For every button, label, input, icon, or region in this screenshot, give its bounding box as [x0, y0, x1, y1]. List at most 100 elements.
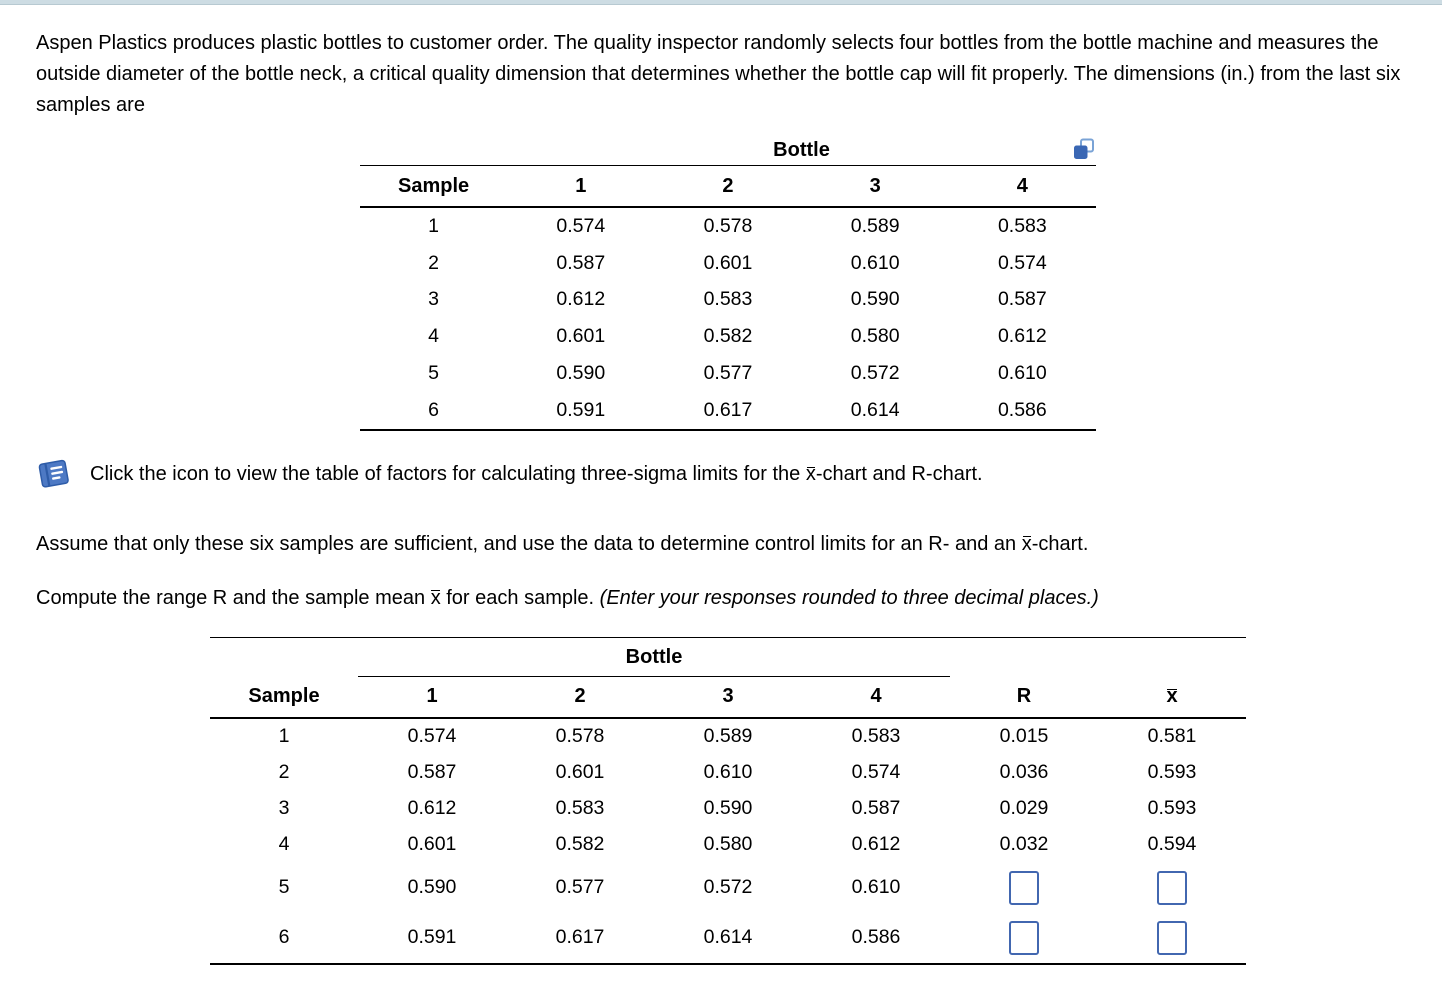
table-rule [358, 675, 950, 677]
column-header-bottle-4: 4 [870, 685, 882, 708]
value-cell: 0.601 [556, 325, 606, 348]
column-header-bottle-4: 4 [1016, 174, 1028, 197]
sample-number: 4 [428, 325, 440, 348]
value-cell: 0.574 [851, 761, 901, 784]
value-cell: 0.586 [997, 398, 1047, 421]
value-cell: 0.612 [851, 833, 901, 856]
value-cell: 0.587 [407, 761, 457, 784]
answers-table-group-row: Bottle [210, 638, 1246, 676]
value-cell: 0.617 [703, 398, 753, 421]
value-cell: 0.583 [997, 214, 1047, 237]
table-rule [360, 428, 1096, 431]
copy-icon [1074, 138, 1094, 159]
column-header-bottle-3: 3 [869, 174, 881, 197]
value-cell: 0.578 [703, 214, 753, 237]
answers-table-body: 1 0.574 0.578 0.589 0.583 0.015 0.581 2 0.587 0.6… [210, 719, 1246, 963]
value-cell: 0.614 [703, 926, 753, 949]
column-header-xbar: x [1098, 677, 1246, 717]
value-cell: 0.580 [850, 325, 900, 348]
value-cell: 0.610 [703, 761, 753, 784]
r-input-sample-6[interactable] [1009, 920, 1039, 955]
sample-number: 1 [278, 725, 290, 748]
problem-statement: Aspen Plastics produces plastic bottles … [36, 32, 1401, 116]
column-header-bottle-3: 3 [722, 685, 734, 708]
value-cell: 0.583 [851, 725, 901, 748]
xbar-symbol: x [805, 463, 816, 486]
assume-text-post: -chart. [1031, 532, 1089, 555]
sample-number: 5 [278, 876, 290, 899]
answer-cell [1098, 913, 1246, 963]
value-cell: 0.612 [556, 288, 606, 311]
value-cell: 0.587 [997, 288, 1047, 311]
table-rule [360, 206, 1096, 208]
value-cell: 0.572 [850, 362, 900, 385]
value-cell: 0.029 [999, 797, 1049, 820]
value-cell: 0.614 [850, 398, 900, 421]
sample-number: 4 [278, 833, 290, 856]
value-cell: 0.610 [851, 876, 901, 899]
table-rule [210, 962, 1246, 965]
column-header-bottle-1: 1 [426, 685, 438, 708]
table-rule [360, 165, 1096, 166]
sample-number: 3 [278, 797, 290, 820]
value-cell: 0.586 [851, 926, 901, 949]
r-input-sample-5[interactable] [1009, 870, 1039, 905]
sample-number: 6 [278, 926, 290, 949]
value-cell: 0.601 [407, 833, 457, 856]
sample-number: 2 [278, 761, 290, 784]
dimensions-table-header-row: Sample 1 2 3 4 [360, 166, 1096, 206]
copy-table-button[interactable] [1072, 137, 1096, 161]
value-cell: 0.583 [555, 797, 605, 820]
value-cell: 0.593 [1147, 761, 1197, 784]
factors-table-icon-button[interactable] [36, 457, 74, 493]
value-cell: 0.577 [555, 876, 605, 899]
value-cell: 0.015 [999, 725, 1049, 748]
column-header-bottle-2: 2 [722, 174, 734, 197]
value-cell: 0.581 [1147, 725, 1197, 748]
value-cell: 0.578 [555, 725, 605, 748]
value-cell: 0.591 [407, 926, 457, 949]
factors-icon-line: Click the icon to view the table of fact… [36, 457, 1442, 493]
value-cell: 0.594 [1147, 833, 1197, 856]
answer-cell [1098, 863, 1246, 913]
xbar-symbol: x [1021, 532, 1032, 555]
xbar-input-sample-6[interactable] [1157, 920, 1187, 955]
sample-number: 3 [428, 288, 440, 311]
value-cell: 0.036 [999, 761, 1049, 784]
value-cell: 0.617 [555, 926, 605, 949]
value-cell: 0.610 [850, 251, 900, 274]
xbar-symbol: x [1166, 685, 1178, 708]
value-cell: 0.590 [556, 362, 606, 385]
value-cell: 0.577 [703, 362, 753, 385]
value-cell: 0.610 [997, 362, 1047, 385]
value-cell: 0.612 [997, 325, 1047, 348]
dimensions-table-body: 1 0.574 0.578 0.589 0.583 2 0.587 0.601 0.610 0.5… [360, 208, 1096, 429]
assume-text-pre: Assume that only these six samples are s… [36, 532, 1022, 555]
xbar-input-sample-5[interactable] [1157, 870, 1187, 905]
value-cell: 0.591 [556, 398, 606, 421]
value-cell: 0.574 [997, 251, 1047, 274]
dimensions-table: Bottle Sample 1 2 3 4 1 0.574 0.578 0.589 0.… [360, 135, 1096, 431]
answers-table: Bottle Sample 1 2 3 4 R x 1 0.574 0.578 0.5… [210, 636, 1246, 965]
value-cell: 0.582 [703, 325, 753, 348]
factors-text-pre: Click the icon to view the table of fact… [90, 463, 806, 486]
bottle-group-header: Bottle [773, 139, 830, 161]
value-cell: 0.612 [407, 797, 457, 820]
value-cell: 0.590 [703, 797, 753, 820]
value-cell: 0.572 [703, 876, 753, 899]
compute-text-mid: for each sample. [440, 586, 600, 609]
table-rule [210, 636, 1246, 638]
value-cell: 0.574 [556, 214, 606, 237]
factors-text-post: -chart and R-chart. [815, 463, 983, 486]
sample-number: 5 [428, 362, 440, 385]
value-cell: 0.583 [703, 288, 753, 311]
value-cell: 0.601 [555, 761, 605, 784]
factors-line-text: Click the icon to view the table of fact… [90, 463, 983, 486]
value-cell: 0.590 [850, 288, 900, 311]
bottle-group-header: Bottle [625, 645, 683, 668]
column-header-bottle-1: 1 [575, 174, 587, 197]
rounding-note: (Enter your responses rounded to three d… [599, 586, 1099, 609]
value-cell: 0.587 [851, 797, 901, 820]
value-cell: 0.574 [407, 725, 457, 748]
value-cell: 0.580 [703, 833, 753, 856]
